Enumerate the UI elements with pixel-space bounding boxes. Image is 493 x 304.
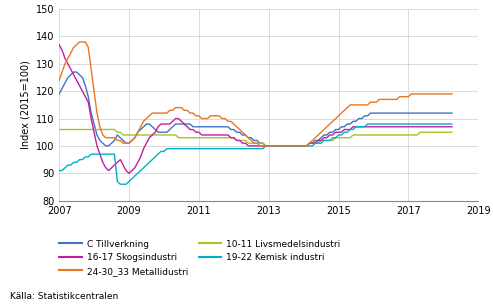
- Y-axis label: Index (2015=100): Index (2015=100): [20, 60, 30, 149]
- Text: Källa: Statistikcentralen: Källa: Statistikcentralen: [10, 292, 118, 301]
- Legend: C Tillverkning, 16-17 Skogsindustri, 24-30_33 Metallidustri, 10-11 Livsmedelsind: C Tillverkning, 16-17 Skogsindustri, 24-…: [60, 240, 340, 276]
